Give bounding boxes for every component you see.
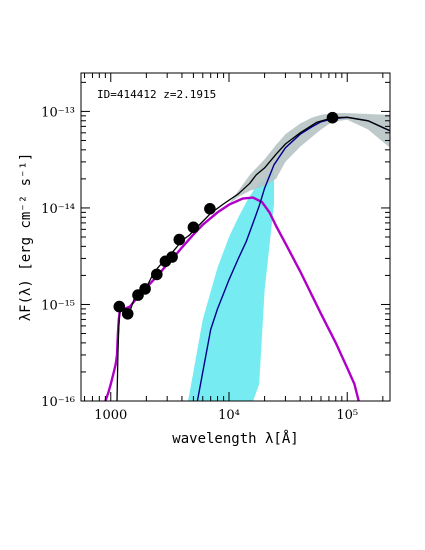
x-tick-label-3: 10⁵	[336, 408, 358, 423]
y-tick-label-2: 10⁻¹⁵	[41, 298, 75, 313]
photometry-point-5	[151, 268, 163, 281]
photometry-point-8	[173, 233, 186, 246]
photometry-point-4	[139, 283, 151, 295]
photometry-points	[113, 111, 339, 320]
x-tick-label-1: 1000	[94, 408, 127, 423]
axis-ticks	[81, 73, 390, 402]
y-tick-label-1: 10⁻¹⁶	[41, 395, 75, 410]
photometry-point-1	[113, 300, 126, 313]
total-band-area	[229, 113, 390, 204]
object-annotation: ID=414412 z=2.1915	[97, 88, 216, 101]
photometry-point-7	[166, 251, 178, 263]
x-tick-label-2: 10⁴	[218, 408, 240, 423]
y-tick-label-3: 10⁻¹⁴	[41, 202, 75, 217]
x-axis-title: wavelength λ[Å]	[172, 430, 298, 447]
photometry-point-9	[187, 221, 200, 234]
photometry-point-11	[326, 111, 339, 124]
photometry-point-10	[204, 203, 216, 215]
y-axis-title: λF(λ) [erg cm⁻² s⁻¹]	[18, 153, 34, 322]
tick-labels: 1000 10⁴ 10⁵ 10⁻¹⁶ 10⁻¹⁵ 10⁻¹⁴ 10⁻¹³	[41, 105, 358, 423]
uncertainty-bands	[188, 113, 390, 401]
photometry-point-2	[121, 308, 134, 320]
y-tick-label-4: 10⁻¹³	[41, 105, 75, 120]
agn-disk-line	[104, 196, 360, 401]
